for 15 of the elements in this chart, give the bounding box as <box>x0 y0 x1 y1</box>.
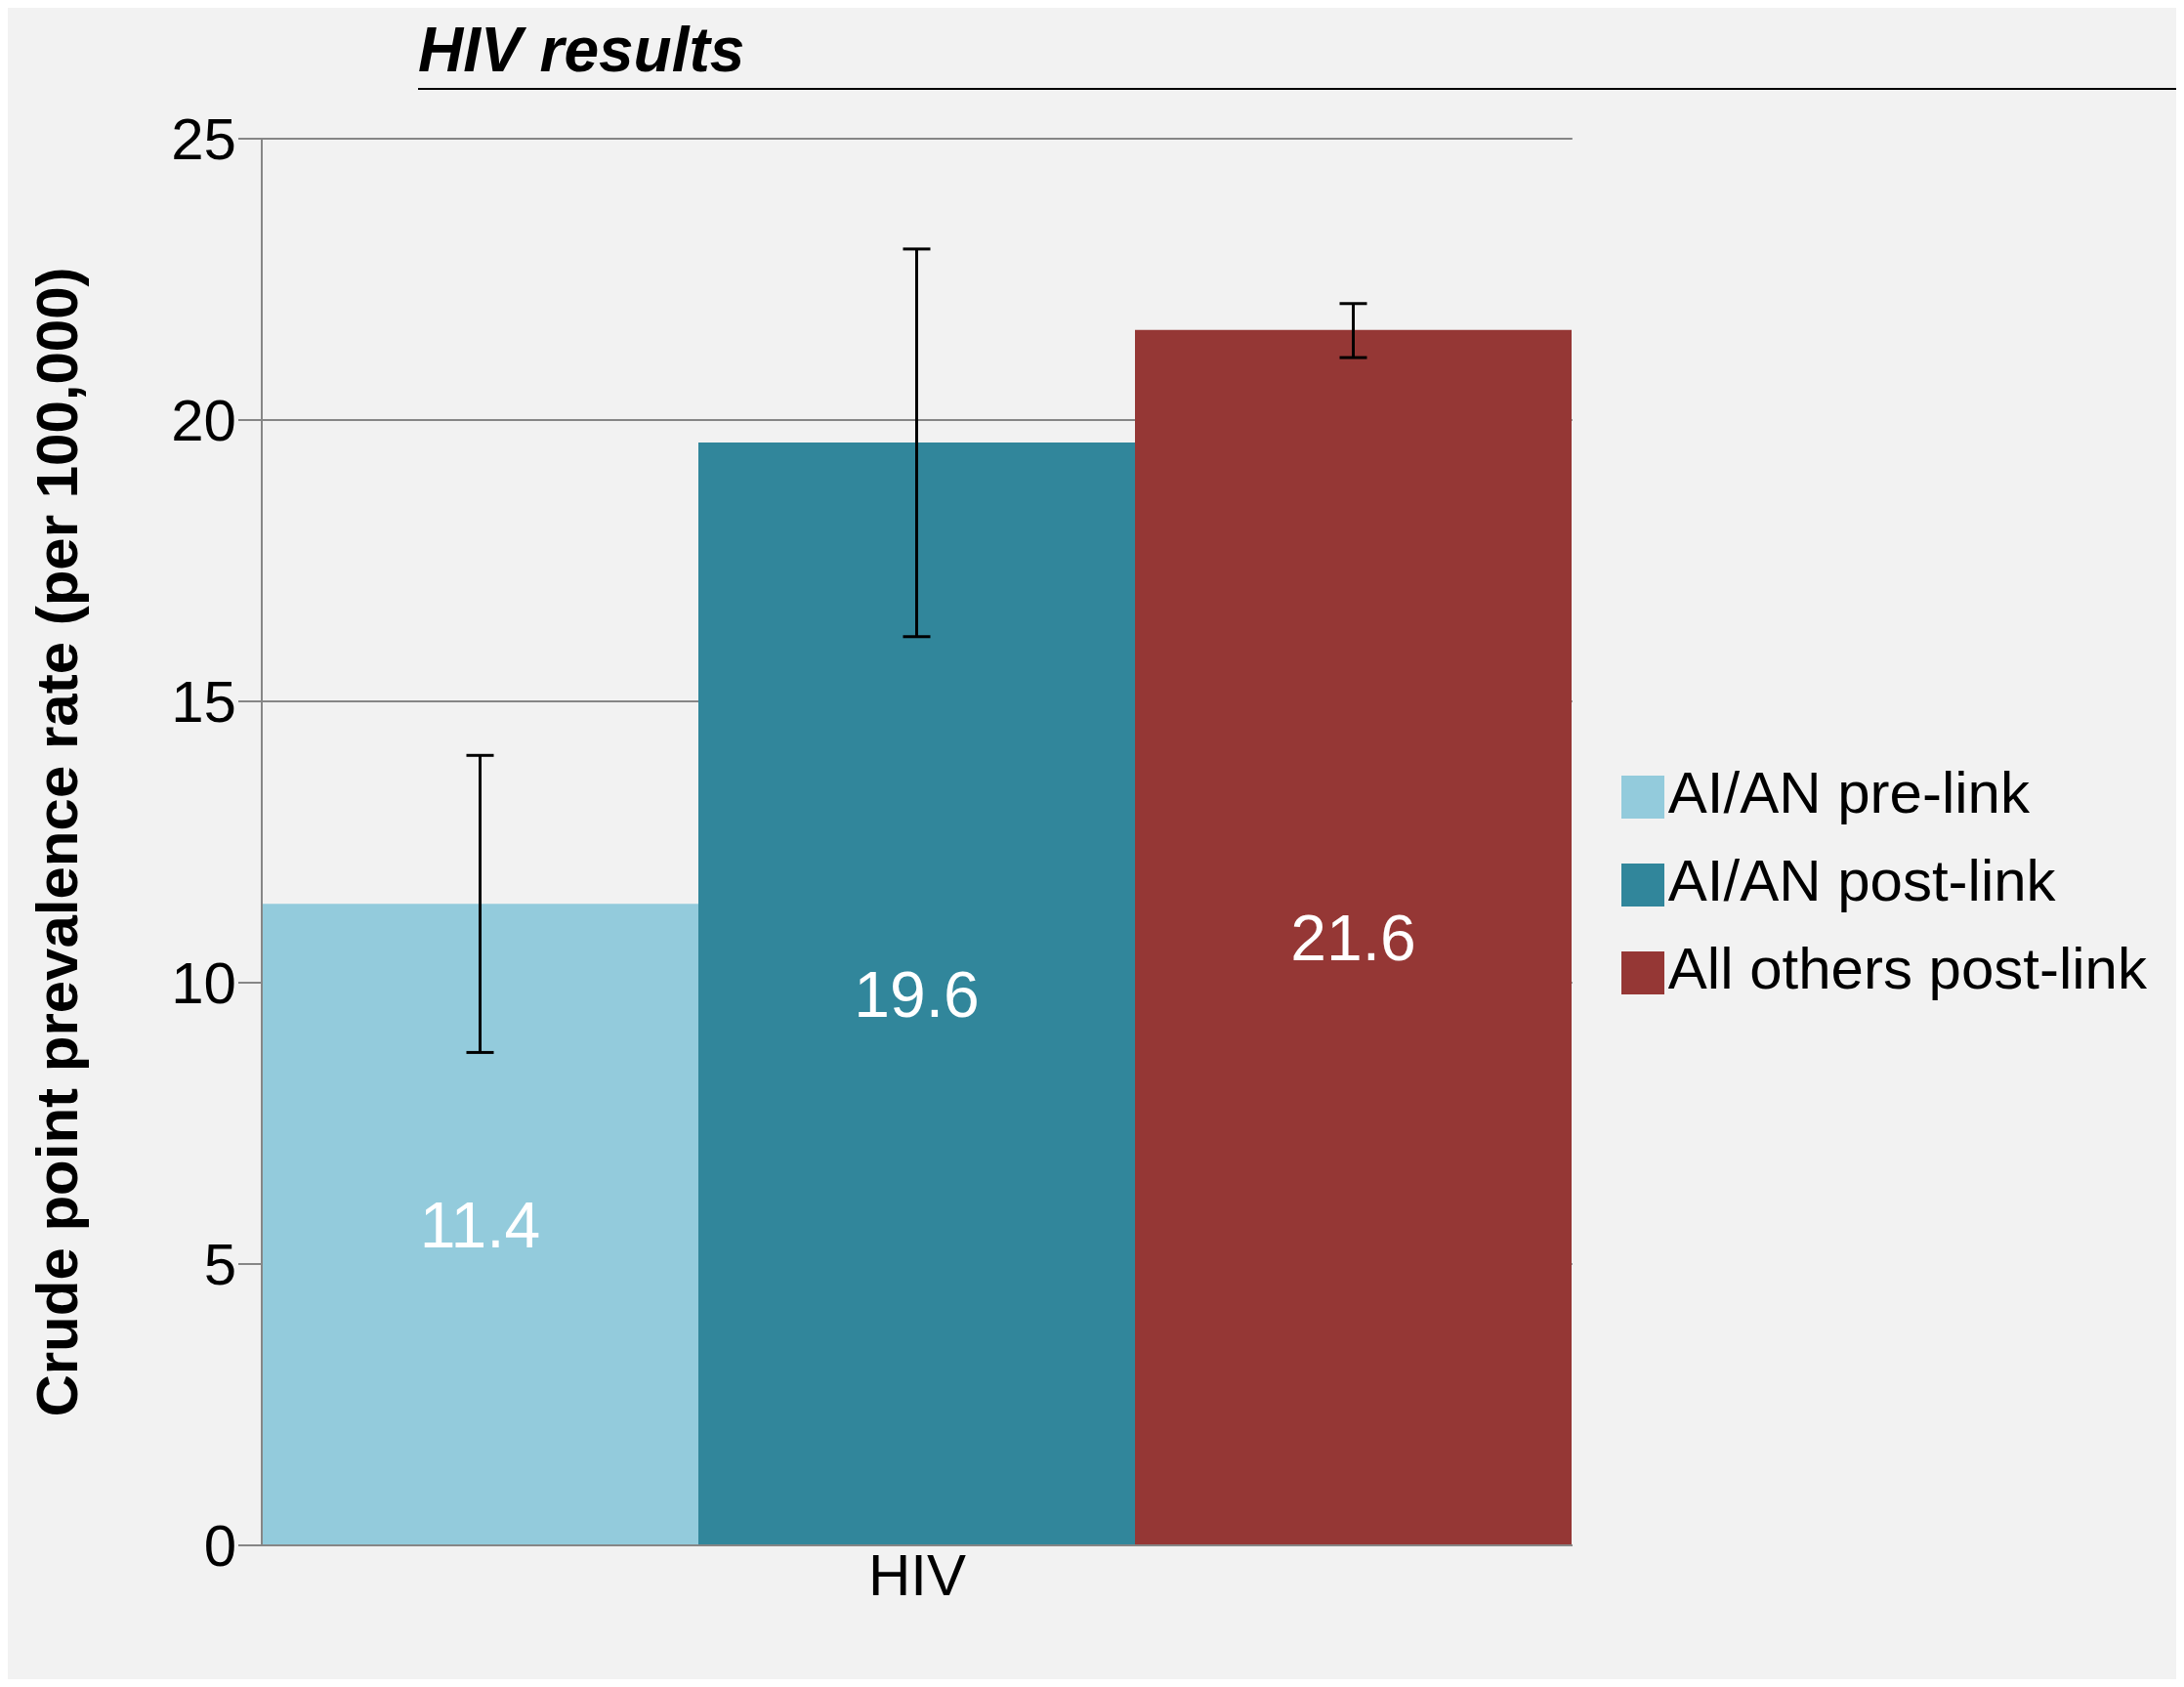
y-tick-label: 15 <box>171 669 236 736</box>
data-label: 21.6 <box>1290 902 1416 975</box>
y-tick-label: 20 <box>171 388 236 454</box>
y-tick-label: 0 <box>203 1513 236 1580</box>
y-axis-title: Crude point prevalence rate (per 100,000) <box>24 267 91 1417</box>
legend-label: AI/AN post-link <box>1667 848 2056 913</box>
x-tick-label: HIV <box>867 1541 966 1608</box>
legend-label: All others post-link <box>1667 936 2147 1001</box>
chart-title: HIV results <box>418 8 2176 90</box>
data-label: 11.4 <box>419 1189 541 1262</box>
y-tick-label: 25 <box>171 106 236 173</box>
data-label: 19.6 <box>854 957 980 1031</box>
y-tick-label: 10 <box>171 950 236 1017</box>
y-tick-label: 5 <box>203 1232 236 1298</box>
legend-label: AI/AN pre-link <box>1667 760 2030 825</box>
